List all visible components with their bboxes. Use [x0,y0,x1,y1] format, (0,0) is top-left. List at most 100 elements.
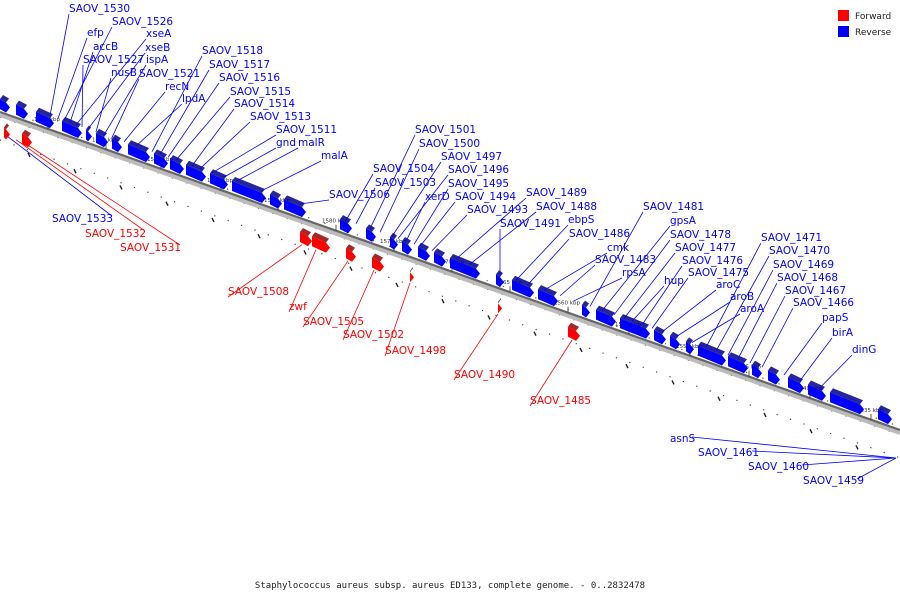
reverse-gene[interactable] [36,107,54,129]
gene-label-mala[interactable]: malA [321,150,349,162]
gene-label-saov-1513[interactable]: SAOV_1513 [250,111,311,123]
gene-label-saov-1532[interactable]: SAOV_1532 [85,228,146,240]
reverse-gene[interactable] [112,134,122,153]
reverse-gene[interactable] [0,95,10,113]
gene-label-saov-1526[interactable]: SAOV_1526 [112,16,173,28]
gene-label-saov-1459[interactable]: SAOV_1459 [803,475,864,487]
reverse-gene[interactable] [596,305,616,327]
gene-label-saov-1494[interactable]: SAOV_1494 [455,191,516,203]
gene-label-saov-1527[interactable]: SAOV_1527 [83,54,144,66]
gene-label-saov-1486[interactable]: SAOV_1486 [569,228,630,240]
reverse-gene[interactable] [128,140,150,162]
reverse-gene[interactable] [830,388,864,415]
gene-label-saov-1505[interactable]: SAOV_1505 [303,316,364,328]
reverse-gene[interactable] [728,352,748,374]
forward-gene[interactable] [22,129,32,148]
forward-gene[interactable] [568,322,580,341]
gene-label-saov-1471[interactable]: SAOV_1471 [761,232,822,244]
gene-label-recn[interactable]: recN [165,81,189,93]
gene-label-saov-1497[interactable]: SAOV_1497 [441,151,502,163]
gene-label-saov-1490[interactable]: SAOV_1490 [454,369,515,381]
gene-label-saov-1483[interactable]: SAOV_1483 [595,254,656,266]
gene-label-saov-1500[interactable]: SAOV_1500 [419,138,480,150]
forward-gene[interactable] [346,244,356,262]
reverse-gene[interactable] [878,405,892,425]
gene-label-saov-1503[interactable]: SAOV_1503 [375,177,436,189]
gene-label-saov-1517[interactable]: SAOV_1517 [209,59,270,71]
forward-gene[interactable] [372,253,384,272]
gene-label-aroc[interactable]: aroC [716,279,740,291]
gene-label-saov-1531[interactable]: SAOV_1531 [120,242,181,254]
forward-gene[interactable] [4,123,10,140]
gene-label-saov-1521[interactable]: SAOV_1521 [139,68,200,80]
forward-gene[interactable] [300,228,312,247]
gene-label-saov-1481[interactable]: SAOV_1481 [643,201,704,213]
gene-label-saov-1477[interactable]: SAOV_1477 [675,242,736,254]
reverse-gene[interactable] [670,331,680,350]
reverse-gene[interactable] [698,341,726,366]
gene-label-ebps[interactable]: ebpS [568,214,595,226]
reverse-gene[interactable] [340,215,352,234]
gene-label-saov-1478[interactable]: SAOV_1478 [670,229,731,241]
gene-label-asns[interactable]: asnS [670,433,696,445]
gene-label-xsea[interactable]: xseA [146,28,172,40]
gene-label-arob[interactable]: aroB [730,291,754,303]
reverse-gene[interactable] [654,326,666,345]
gene-label-bira[interactable]: birA [832,327,854,339]
gene-label-nusb[interactable]: nusB [111,67,137,79]
reverse-gene[interactable] [284,195,306,218]
forward-gene[interactable] [410,266,414,283]
reverse-gene[interactable] [62,116,82,138]
gene-label-saov-1475[interactable]: SAOV_1475 [688,267,749,279]
reverse-gene[interactable] [96,128,108,148]
gene-label-saov-1489[interactable]: SAOV_1489 [526,187,587,199]
gene-label-lpda[interactable]: lpdA [182,93,206,105]
gene-label-saov-1533[interactable]: SAOV_1533 [52,213,113,225]
gene-label-saov-1506[interactable]: SAOV_1506 [329,189,390,201]
gene-label-zwf[interactable]: zwf [289,301,307,313]
gene-label-saov-1496[interactable]: SAOV_1496 [448,164,509,176]
gene-label-saov-1470[interactable]: SAOV_1470 [769,245,830,257]
gene-label-saov-1504[interactable]: SAOV_1504 [373,163,434,175]
gene-label-aroa[interactable]: aroA [740,303,765,315]
reverse-gene[interactable] [186,160,206,182]
gene-label-saov-1530[interactable]: SAOV_1530 [69,3,130,15]
gene-label-saov-1467[interactable]: SAOV_1467 [785,285,846,297]
gene-label-saov-1488[interactable]: SAOV_1488 [536,201,597,213]
reverse-gene[interactable] [170,155,184,175]
gene-label-xseb[interactable]: xseB [145,42,170,54]
reverse-gene[interactable] [434,248,446,267]
gene-label-saov-1495[interactable]: SAOV_1495 [448,178,509,190]
gene-label-saov-1469[interactable]: SAOV_1469 [773,259,834,271]
gene-label-saov-1514[interactable]: SAOV_1514 [234,98,295,110]
gene-label-gnd[interactable]: gnd [276,137,296,149]
gene-label-cmk[interactable]: cmk [607,242,630,254]
reverse-gene[interactable] [538,285,558,307]
reverse-gene[interactable] [270,190,282,209]
gene-label-ispa[interactable]: ispA [146,54,169,66]
reverse-gene[interactable] [232,176,266,203]
gene-label-gpsa[interactable]: gpsA [670,215,697,227]
gene-label-saov-1485[interactable]: SAOV_1485 [530,395,591,407]
gene-label-saov-1501[interactable]: SAOV_1501 [415,124,476,136]
reverse-gene[interactable] [788,373,804,394]
gene-label-hup[interactable]: hup [664,275,684,287]
gene-label-paps[interactable]: papS [822,312,849,324]
reverse-gene[interactable] [582,300,590,318]
reverse-gene[interactable] [752,360,762,379]
reverse-gene[interactable] [686,337,694,355]
reverse-gene[interactable] [418,242,430,261]
gene-label-accb[interactable]: accB [93,41,118,53]
forward-gene[interactable] [312,232,330,253]
gene-label-saov-1502[interactable]: SAOV_1502 [343,329,404,341]
gene-label-saov-1461[interactable]: SAOV_1461 [698,447,759,459]
reverse-gene[interactable] [390,232,398,250]
reverse-gene[interactable] [620,314,650,339]
reverse-gene[interactable] [16,100,28,119]
gene-label-saov-1476[interactable]: SAOV_1476 [682,255,743,267]
gene-label-saov-1498[interactable]: SAOV_1498 [385,345,446,357]
gene-label-saov-1515[interactable]: SAOV_1515 [230,86,291,98]
gene-label-saov-1508[interactable]: SAOV_1508 [228,286,289,298]
gene-label-saov-1493[interactable]: SAOV_1493 [467,204,528,216]
forward-gene[interactable] [498,297,502,314]
